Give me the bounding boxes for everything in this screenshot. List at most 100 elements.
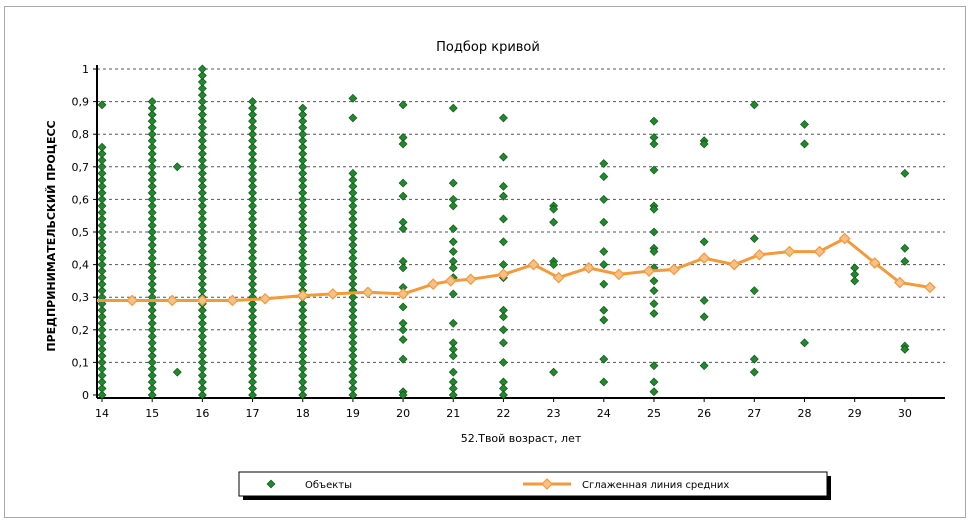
scatter-point bbox=[248, 240, 257, 250]
scatter-point bbox=[448, 178, 458, 188]
scatter-point bbox=[197, 116, 207, 126]
scatter-point bbox=[348, 364, 358, 374]
chart-svg: Подбор кривой ПРЕДПРИНИМАТЕЛЬСКИЙ ПРОЦЕС… bbox=[45, 40, 945, 500]
scatter-point bbox=[197, 155, 207, 165]
scatter-point bbox=[248, 331, 257, 341]
scatter-point bbox=[298, 103, 308, 113]
scatter-point bbox=[197, 234, 207, 243]
smoothed-line-marker bbox=[552, 271, 565, 284]
scatter-point bbox=[147, 175, 157, 185]
scatter-point bbox=[197, 214, 207, 224]
scatter-point bbox=[197, 279, 207, 289]
scatter-point bbox=[147, 377, 157, 387]
scatter-point bbox=[348, 357, 358, 367]
scatter-point bbox=[197, 227, 207, 237]
scatter-point bbox=[197, 338, 207, 348]
scatter-point bbox=[348, 247, 358, 256]
scatter-point bbox=[97, 240, 107, 250]
scatter-point bbox=[147, 103, 157, 113]
scatter-point bbox=[97, 168, 107, 178]
scatter-point bbox=[248, 155, 257, 165]
scatter-point bbox=[298, 377, 308, 387]
y-tick-label: 1 bbox=[82, 63, 89, 76]
scatter-point bbox=[248, 299, 257, 309]
y-tick-label: 0,1 bbox=[72, 356, 90, 369]
scatter-point bbox=[348, 93, 358, 103]
scatter-point bbox=[97, 214, 107, 224]
scatter-point bbox=[298, 208, 308, 217]
scatter-point bbox=[248, 312, 257, 322]
scatter-point bbox=[348, 168, 358, 178]
legend-label-objects: Объекты bbox=[305, 480, 352, 491]
scatter-point bbox=[97, 253, 107, 263]
x-tick-label: 16 bbox=[195, 407, 209, 420]
scatter-point bbox=[298, 344, 308, 354]
scatter-point bbox=[248, 129, 257, 139]
scatter-point bbox=[197, 390, 207, 400]
smoothed-line-marker bbox=[226, 294, 239, 307]
scatter-point bbox=[248, 273, 257, 283]
scatter-point bbox=[348, 214, 358, 224]
scatter-point bbox=[248, 260, 257, 270]
scatter-point bbox=[197, 384, 207, 393]
scatter-point bbox=[348, 234, 358, 243]
scatter-point bbox=[97, 286, 107, 296]
scatter-point bbox=[749, 367, 759, 377]
scatter-point bbox=[248, 201, 257, 211]
scatter-point bbox=[800, 338, 809, 348]
scatter-point bbox=[248, 390, 257, 400]
scatter-point bbox=[298, 266, 308, 276]
y-tick-label: 0,6 bbox=[72, 193, 90, 206]
scatter-point bbox=[248, 384, 257, 393]
scatter-point bbox=[649, 227, 659, 237]
x-tick-label: 20 bbox=[396, 407, 410, 420]
scatter-point bbox=[197, 266, 207, 276]
scatter-point bbox=[248, 214, 257, 224]
scatter-point bbox=[248, 208, 257, 217]
scatter-point bbox=[398, 390, 408, 400]
scatter-point bbox=[298, 123, 308, 133]
scatter-point bbox=[499, 214, 508, 224]
scatter-point bbox=[499, 357, 508, 367]
scatter-point bbox=[298, 142, 308, 152]
scatter-point bbox=[97, 325, 107, 335]
scatter-point bbox=[649, 139, 659, 149]
legend-diamond-line bbox=[541, 478, 553, 490]
scatter-point bbox=[298, 168, 308, 178]
scatter-point bbox=[398, 191, 408, 201]
scatter-point bbox=[97, 318, 107, 328]
scatter-point bbox=[448, 247, 458, 256]
scatter-point bbox=[147, 357, 157, 367]
scatter-point bbox=[900, 243, 910, 253]
scatter-point bbox=[348, 292, 358, 302]
scatter-point bbox=[348, 221, 358, 230]
smoothed-line-marker bbox=[527, 258, 540, 271]
scatter-point bbox=[348, 181, 358, 191]
scatter-point bbox=[147, 208, 157, 217]
scatter-point bbox=[248, 338, 257, 348]
scatter-point bbox=[298, 234, 308, 243]
scatter-point bbox=[97, 384, 107, 393]
scatter-point bbox=[298, 260, 308, 270]
x-tick-label: 21 bbox=[446, 407, 460, 420]
scatter-point bbox=[749, 354, 759, 364]
scatter-point bbox=[248, 227, 257, 237]
scatter-point bbox=[248, 325, 257, 335]
scatter-point bbox=[448, 318, 458, 328]
y-tick-label: 0,7 bbox=[72, 161, 90, 174]
scatter-point bbox=[147, 338, 157, 348]
scatter-point bbox=[147, 149, 157, 159]
scatter-point bbox=[248, 181, 257, 191]
scatter-point bbox=[97, 279, 107, 289]
scatter-point bbox=[599, 217, 609, 227]
scatter-point bbox=[197, 77, 207, 87]
scatter-point bbox=[97, 227, 107, 237]
scatter-point bbox=[348, 201, 358, 211]
smoothed-line-marker bbox=[893, 276, 906, 289]
y-tick-label: 0,3 bbox=[72, 291, 90, 304]
scatter-point bbox=[649, 299, 659, 309]
scatter-point bbox=[147, 331, 157, 341]
scatter-point bbox=[448, 289, 458, 299]
scatter-point bbox=[248, 371, 257, 380]
scatter-point bbox=[448, 263, 458, 273]
